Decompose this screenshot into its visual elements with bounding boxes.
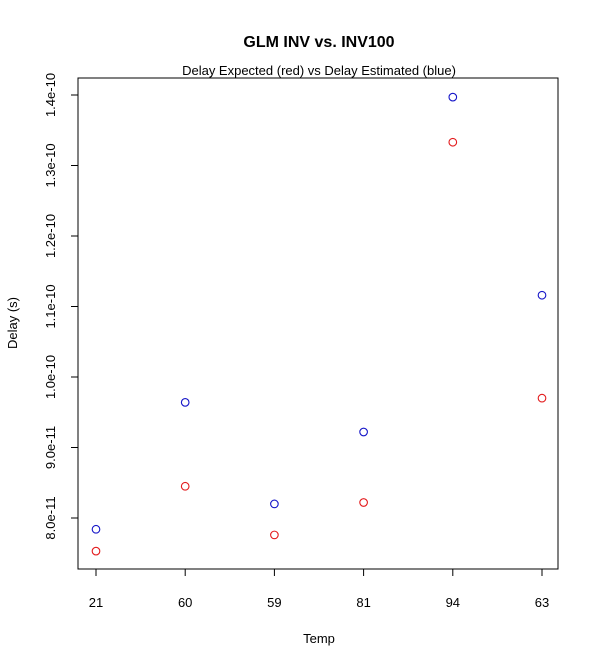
y-tick-label: 1.4e-10 (43, 73, 58, 117)
chart-title: GLM INV vs. INV100 (243, 34, 394, 51)
estimated-point (91, 524, 101, 534)
estimated-point (448, 92, 458, 102)
x-tick-label: 81 (356, 595, 370, 610)
estimated-point (537, 290, 547, 300)
y-tick-label: 8.0e-11 (43, 496, 58, 539)
y-tick-label: 1.3e-10 (43, 143, 58, 187)
expected-point (448, 137, 458, 147)
x-tick-label: 63 (535, 595, 549, 610)
expected-point (180, 481, 190, 491)
estimated-point (270, 499, 279, 509)
x-tick-label: 60 (178, 595, 192, 610)
expected-point (91, 546, 101, 556)
x-axis: 21 60 59 81 94 63 (89, 569, 549, 610)
expected-point (537, 393, 547, 403)
x-axis-label: Temp (303, 631, 335, 646)
chart-subtitle: Delay Expected (red) vs Delay Estimated … (182, 63, 456, 78)
data-points (91, 92, 547, 556)
x-tick-label: 59 (267, 595, 281, 610)
estimated-point (180, 398, 190, 407)
estimated-point (359, 427, 368, 437)
y-tick-label: 1.2e-10 (43, 214, 58, 258)
x-tick-label: 21 (89, 595, 103, 610)
y-tick-label: 9.0e-11 (43, 426, 58, 469)
expected-point (359, 498, 368, 507)
expected-point (270, 530, 279, 540)
x-tick-label: 94 (446, 595, 460, 610)
y-tick-label: 1.0e-10 (43, 355, 58, 399)
y-tick-label: 1.1e-10 (43, 284, 58, 328)
y-axis-label: Delay (s) (5, 297, 20, 349)
plot-frame (77, 77, 559, 570)
y-axis: 8.0e-11 9.0e-11 1.0e-10 1.1e-10 1.2e-10 1.3e-… (43, 73, 78, 540)
